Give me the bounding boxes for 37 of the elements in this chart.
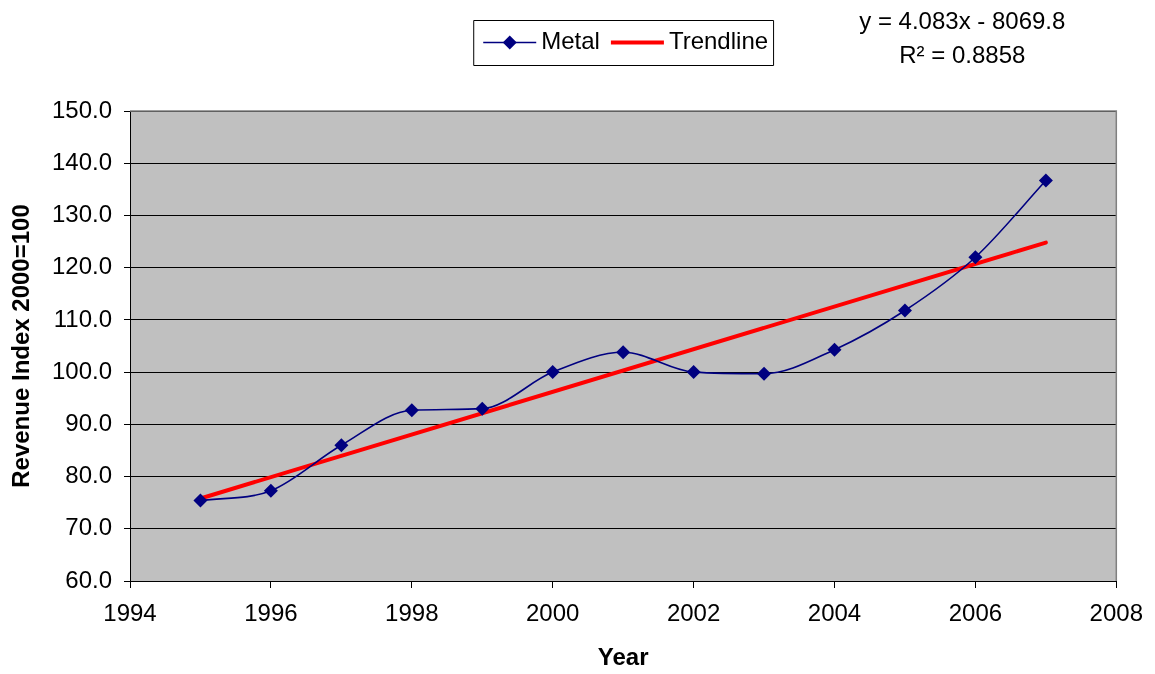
legend-label: Metal <box>541 27 600 55</box>
x-tick-label: 2006 <box>948 599 1003 627</box>
text: R² = 0.8858 <box>899 40 1026 68</box>
x-tick-label: 2008 <box>1089 599 1143 627</box>
point <box>616 345 631 360</box>
x-tick-label: 2004 <box>807 599 862 627</box>
point <box>757 366 772 381</box>
x-tick-label: 1996 <box>244 599 298 627</box>
y-tick-label: 80.0 <box>65 461 112 489</box>
point <box>475 401 490 416</box>
y-tick-label: 90.0 <box>65 408 112 436</box>
y-tick-label: 130.0 <box>51 200 112 228</box>
point <box>263 483 278 498</box>
y-tick-label: 110.0 <box>53 304 112 332</box>
point <box>545 365 560 380</box>
text: y = 4.083x - 8069.8 <box>859 6 1066 34</box>
point <box>404 403 419 418</box>
y-tick-label: 60.0 <box>65 565 112 593</box>
x-tick-label: 1994 <box>103 599 157 627</box>
y-tick-label: 120.0 <box>51 252 112 280</box>
x-tick-label: 2000 <box>526 599 580 627</box>
point <box>968 250 983 265</box>
legend-label: Trendline <box>668 27 769 55</box>
x-axis-title: Year <box>597 643 649 671</box>
point <box>193 493 208 508</box>
y-axis-title: Revenue Index 2000=100 <box>7 204 35 488</box>
point <box>334 438 349 453</box>
y-tick-label: 100.0 <box>51 356 112 384</box>
point <box>686 365 701 380</box>
y-tick-label: 70.0 <box>65 513 112 541</box>
x-tick-label: 1998 <box>385 599 439 627</box>
point <box>1038 173 1053 188</box>
y-tick-label: 150.0 <box>51 95 112 123</box>
y-tick-label: 140.0 <box>51 147 112 175</box>
point <box>897 303 912 318</box>
point <box>827 342 842 357</box>
x-tick-label: 2002 <box>666 599 721 627</box>
